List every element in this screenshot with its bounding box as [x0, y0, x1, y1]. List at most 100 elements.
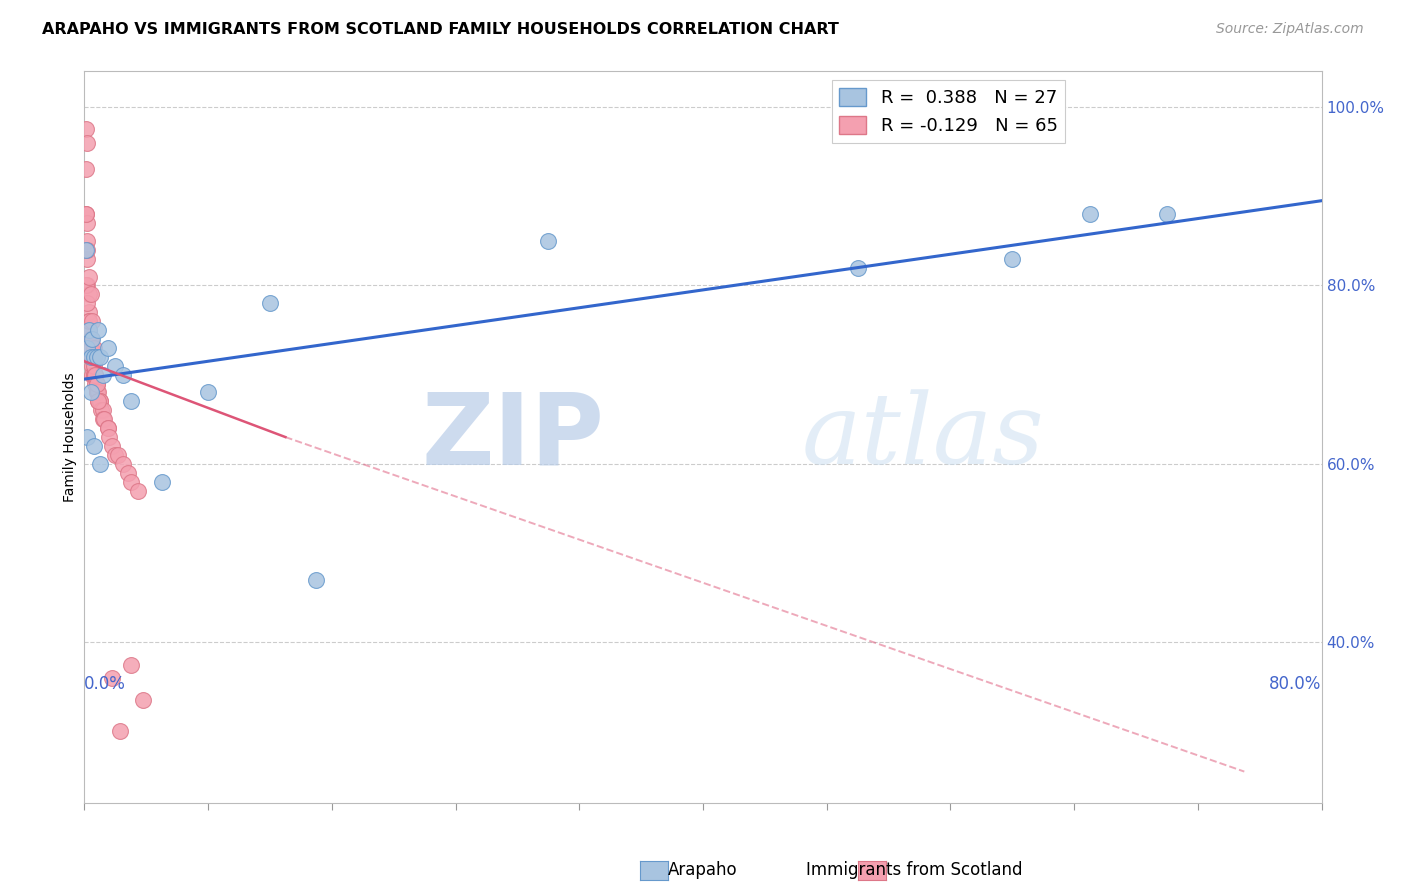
Point: [79, 287, 101, 301]
Point: [83, 439, 105, 453]
Point: [79, 385, 101, 400]
Point: [79, 332, 101, 346]
Point: [87, 394, 110, 409]
Point: [86, 376, 108, 391]
Point: [101, 439, 124, 453]
Point: [108, 724, 131, 739]
Point: [91, 412, 114, 426]
Point: [87, 394, 110, 409]
Point: [846, 260, 869, 275]
Text: ARAPAHO VS IMMIGRANTS FROM SCOTLAND FAMILY HOUSEHOLDS CORRELATION CHART: ARAPAHO VS IMMIGRANTS FROM SCOTLAND FAMI…: [42, 22, 839, 37]
Point: [93, 412, 115, 426]
Point: [77, 287, 100, 301]
Point: [79, 350, 101, 364]
Point: [98, 430, 121, 444]
Point: [97, 341, 120, 355]
Point: [82, 350, 104, 364]
Point: [77, 305, 100, 319]
Point: [89, 457, 111, 471]
Point: [82, 314, 104, 328]
Point: [1156, 207, 1178, 221]
Point: [120, 657, 142, 672]
Point: [1078, 207, 1101, 221]
Point: [75, 162, 97, 177]
Point: [112, 457, 135, 471]
Point: [76, 136, 98, 150]
Point: [82, 350, 104, 364]
Point: [107, 448, 129, 462]
Point: [87, 385, 110, 400]
Point: [77, 314, 100, 328]
Point: [97, 421, 120, 435]
Point: [132, 693, 155, 707]
Text: Source: ZipAtlas.com: Source: ZipAtlas.com: [1216, 22, 1364, 37]
Point: [197, 385, 219, 400]
Point: [90, 403, 112, 417]
Point: [79, 332, 101, 346]
Point: [76, 278, 98, 293]
Point: [89, 394, 111, 409]
Point: [82, 368, 104, 382]
Point: [84, 368, 107, 382]
Point: [305, 573, 328, 587]
Text: ZIP: ZIP: [422, 389, 605, 485]
Point: [86, 385, 108, 400]
Point: [75, 122, 97, 136]
Point: [120, 394, 142, 409]
Point: [79, 341, 101, 355]
Point: [117, 466, 139, 480]
Point: [82, 350, 104, 364]
Point: [84, 376, 107, 391]
Point: [77, 323, 100, 337]
Point: [86, 376, 108, 391]
Point: [128, 483, 150, 498]
Point: [76, 341, 98, 355]
Point: [104, 448, 127, 462]
Point: [76, 234, 98, 248]
Point: [1001, 252, 1024, 266]
Point: [76, 216, 98, 230]
Point: [76, 296, 98, 310]
Point: [91, 403, 114, 417]
Point: [82, 359, 104, 373]
Point: [82, 332, 104, 346]
Legend: R =  0.388   N = 27, R = -0.129   N = 65: R = 0.388 N = 27, R = -0.129 N = 65: [832, 80, 1066, 143]
Point: [89, 350, 111, 364]
Point: [83, 368, 105, 382]
Point: [259, 296, 281, 310]
Point: [76, 430, 98, 444]
Text: 0.0%: 0.0%: [84, 674, 127, 693]
Point: [75, 243, 97, 257]
Point: [84, 368, 107, 382]
Point: [76, 243, 98, 257]
Point: [75, 207, 97, 221]
Point: [120, 475, 142, 489]
Point: [97, 421, 120, 435]
Point: [91, 368, 114, 382]
Point: [77, 314, 100, 328]
Text: Arapaho: Arapaho: [668, 861, 738, 879]
Point: [86, 385, 108, 400]
Point: [75, 278, 97, 293]
Point: [77, 323, 100, 337]
Point: [83, 350, 105, 364]
Point: [83, 341, 105, 355]
Text: Immigrants from Scotland: Immigrants from Scotland: [806, 861, 1022, 879]
Point: [112, 368, 135, 382]
Point: [89, 394, 111, 409]
Point: [104, 359, 127, 373]
Text: atlas: atlas: [801, 390, 1045, 484]
Y-axis label: Family Households: Family Households: [63, 372, 77, 502]
Point: [83, 368, 105, 382]
Point: [150, 475, 173, 489]
Point: [84, 368, 107, 382]
Point: [86, 350, 108, 364]
Point: [83, 368, 105, 382]
Text: 80.0%: 80.0%: [1270, 674, 1322, 693]
Point: [77, 269, 100, 284]
Point: [79, 350, 101, 364]
Point: [87, 323, 110, 337]
Point: [75, 207, 97, 221]
Point: [76, 252, 98, 266]
Point: [101, 671, 124, 685]
